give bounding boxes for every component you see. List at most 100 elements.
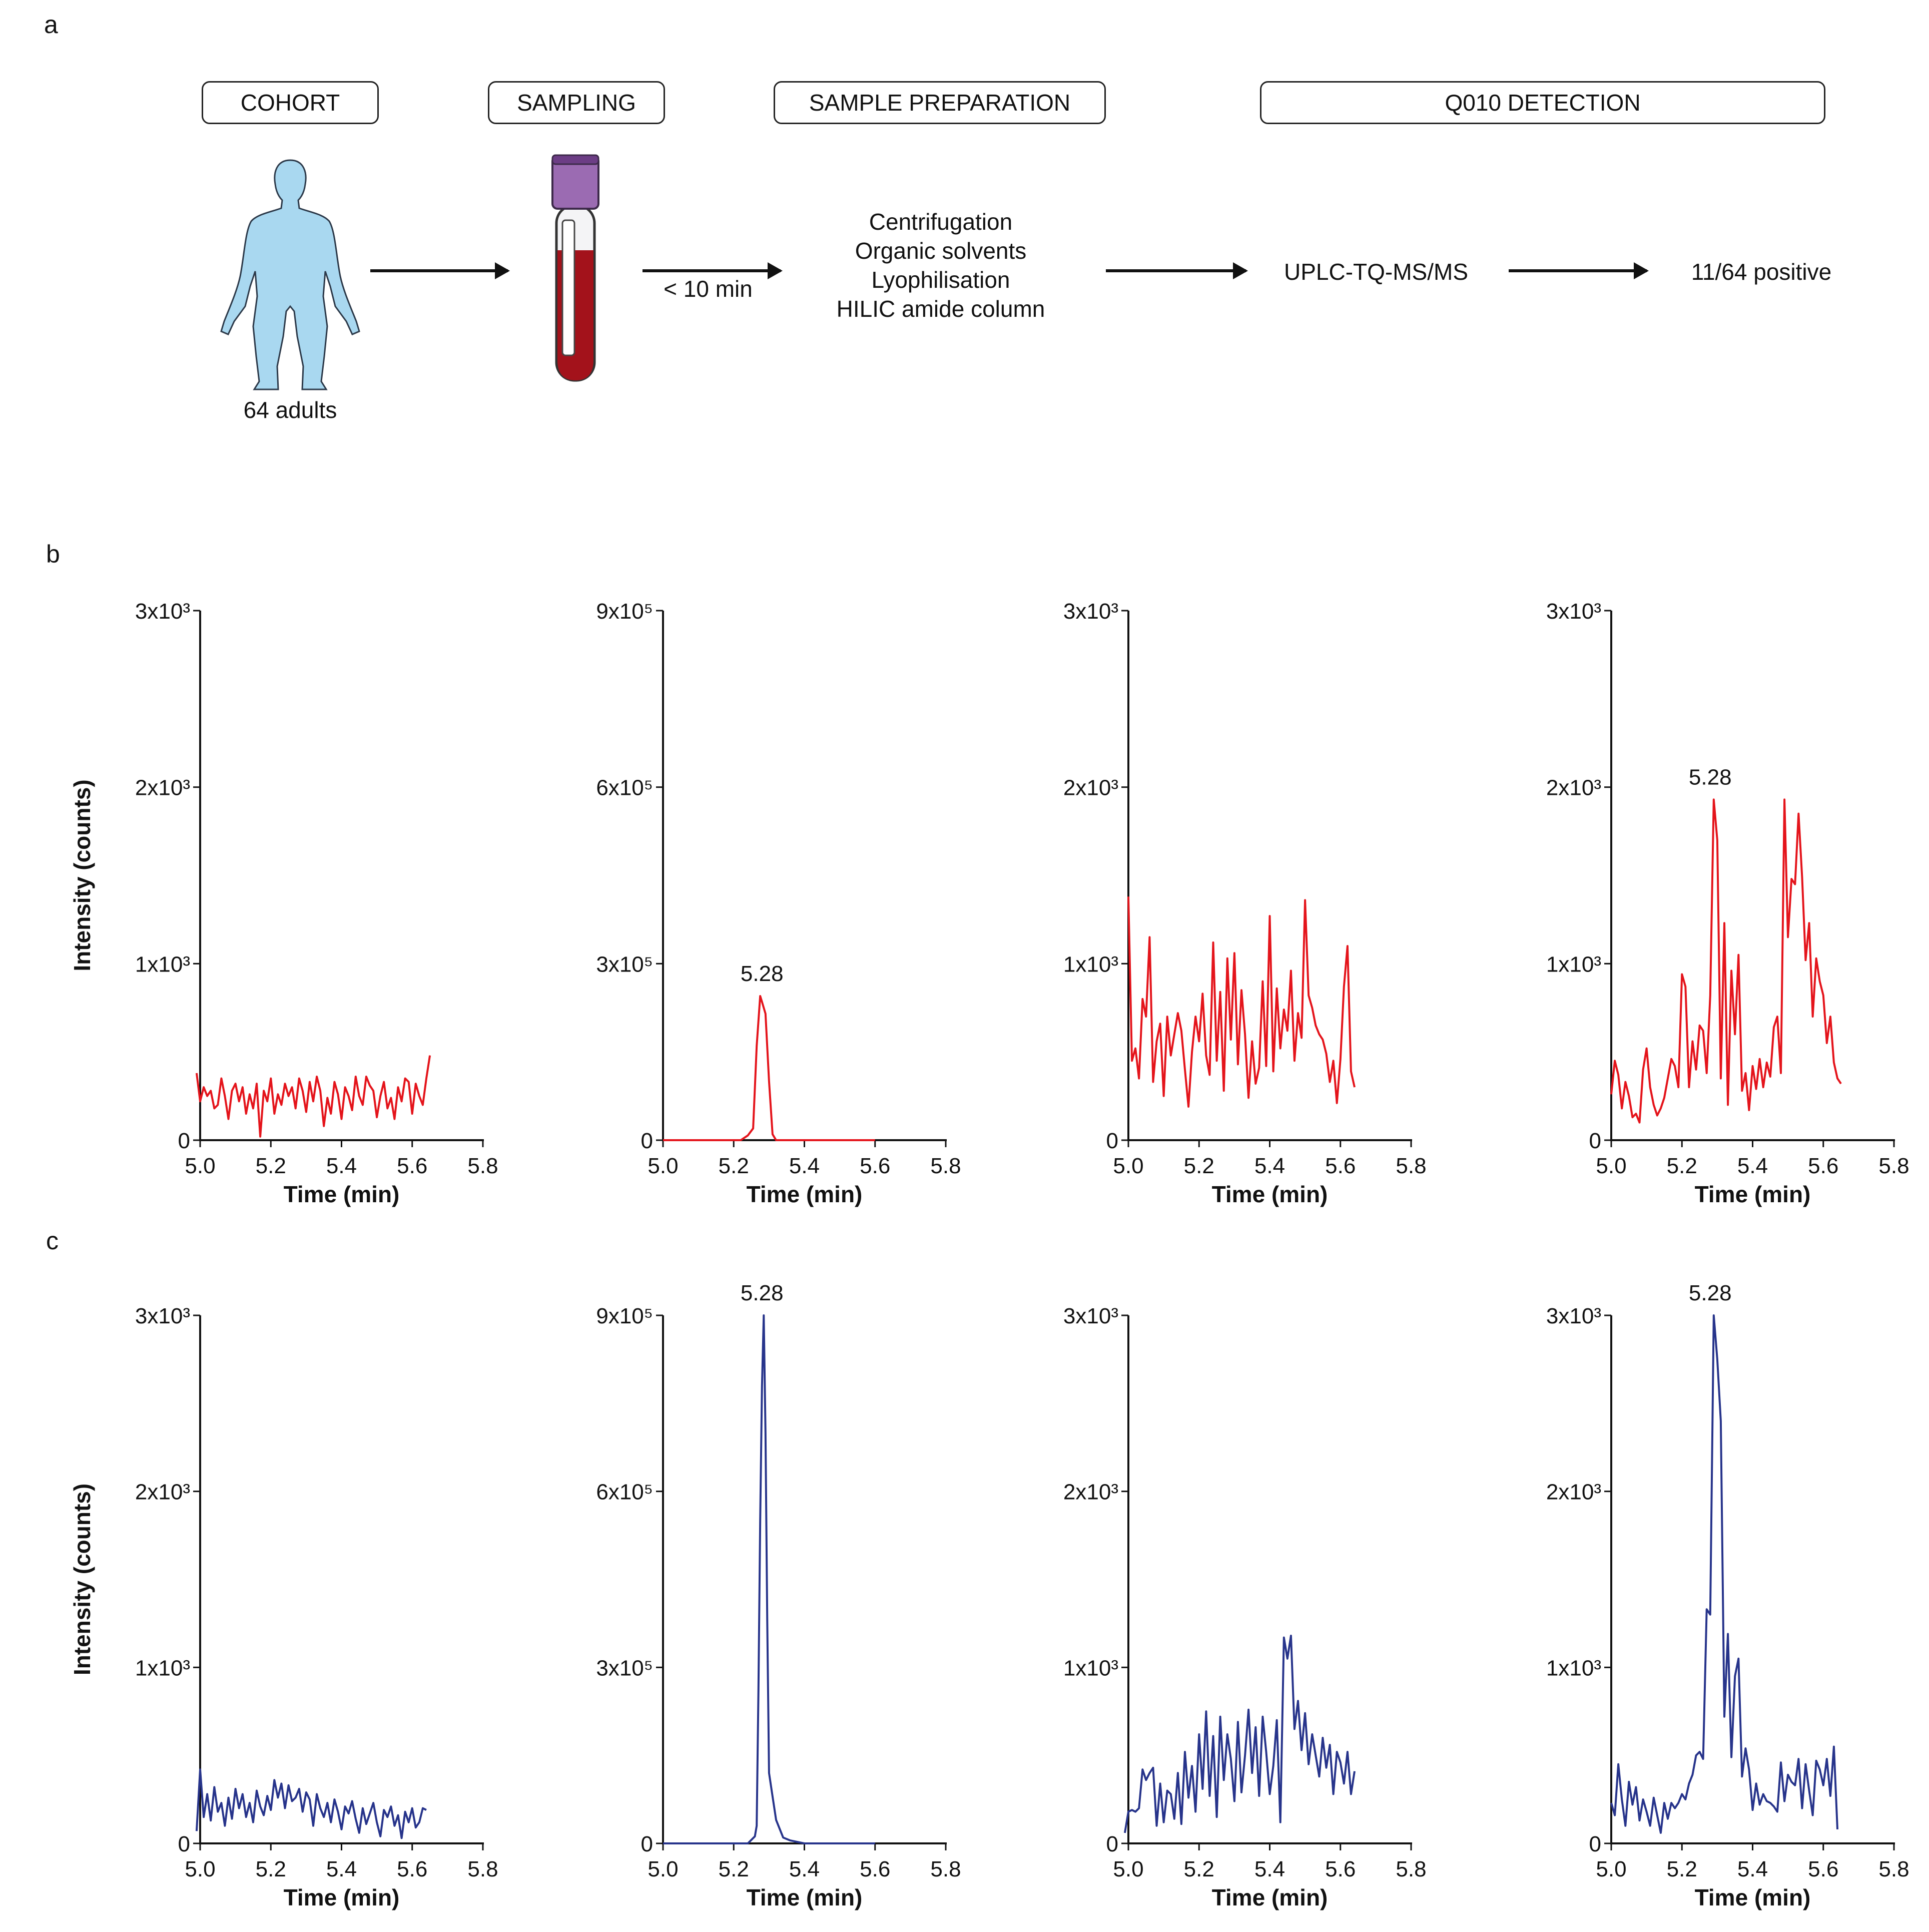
x-tick-label: 5.4 [1737,1154,1768,1178]
x-axis-title: Time (min) [1212,1181,1328,1207]
y-tick-label: 3x10³ [1546,599,1601,624]
person-silhouette [220,159,360,390]
x-tick-label: 5.4 [1254,1857,1285,1881]
peak-label: 5.28 [1689,1281,1732,1305]
y-tick-label: 1x10³ [1546,952,1601,977]
x-tick-label: 5.8 [1878,1857,1909,1881]
y-tick-label: 0 [641,1129,653,1153]
y-axis-title: Intensity (counts) [69,779,95,971]
y-tick-label: 1x10³ [135,952,190,977]
prep-step-lyophilisation: Lyophilisation [871,267,1010,293]
y-tick-label: 2x10³ [1546,1480,1601,1505]
x-tick-label: 5.0 [648,1857,678,1881]
x-tick-label: 5.8 [1396,1857,1426,1881]
x-tick-label: 5.2 [1184,1154,1214,1178]
x-tick-label: 5.8 [467,1857,498,1881]
x-axis-title: Time (min) [1212,1884,1328,1910]
y-tick-label: 1x10³ [1063,952,1118,977]
x-tick-label: 5.6 [1325,1154,1356,1178]
prep-step-organic-solvents: Organic solvents [855,238,1027,264]
x-axis-title: Time (min) [747,1181,863,1207]
sampling-time: < 10 min [664,276,753,302]
x-tick-label: 5.4 [789,1154,820,1178]
x-axis-title: Time (min) [284,1884,400,1910]
y-tick-label: 0 [1106,1129,1118,1153]
tube-label [561,219,575,356]
x-tick-label: 5.0 [185,1154,215,1178]
arrow-method-to-result [1509,262,1649,279]
x-tick-label: 5.6 [860,1857,890,1881]
chromatogram-trace [1123,1635,1356,1833]
y-axis-title: Intensity (counts) [69,1484,95,1675]
x-tick-label: 5.6 [397,1154,427,1178]
chromatogram-trace [663,1314,875,1844]
y-tick-label: 1x10³ [1063,1656,1118,1680]
y-tick-label: 3x10³ [1063,1304,1118,1328]
x-tick-label: 5.8 [930,1154,961,1178]
x-tick-label: 5.2 [1667,1154,1697,1178]
y-tick-label: 0 [1589,1832,1601,1856]
x-tick-label: 5.0 [1596,1857,1626,1881]
arrow-sampling-to-prep [642,262,783,279]
x-tick-label: 5.2 [719,1154,749,1178]
x-tick-label: 5.2 [1667,1857,1697,1881]
y-tick-label: 9x10⁵ [596,599,653,624]
chromatogram-trace [1610,1314,1838,1834]
x-tick-label: 5.4 [1254,1154,1285,1178]
y-tick-label: 1x10³ [1546,1656,1601,1680]
y-tick-label: 3x10³ [135,1304,190,1328]
x-tick-label: 5.0 [185,1857,215,1881]
x-tick-label: 5.8 [467,1154,498,1178]
x-axis-title: Time (min) [284,1181,400,1207]
x-tick-label: 5.2 [719,1857,749,1881]
y-tick-label: 0 [1106,1832,1118,1856]
panel-label-c: c [46,1227,59,1255]
x-tick-label: 5.2 [256,1857,286,1881]
blood-tube-icon [551,154,599,382]
x-tick-label: 5.2 [256,1154,286,1178]
peak-label: 5.28 [1689,765,1732,789]
y-tick-label: 2x10³ [135,1480,190,1505]
x-tick-label: 5.6 [1808,1154,1838,1178]
chromatogram-trace [663,995,875,1141]
tube-cap-top [551,154,599,165]
prep-step-centrifugation: Centrifugation [869,209,1013,235]
chromatogram-trace [195,1768,427,1839]
arrow-prep-to-method [1106,262,1248,279]
x-tick-label: 5.0 [1113,1857,1143,1881]
y-tick-label: 3x10³ [1063,599,1118,624]
cohort-box: COHORT [202,81,379,124]
x-tick-label: 5.4 [1737,1857,1768,1881]
x-tick-label: 5.6 [1325,1857,1356,1881]
y-tick-label: 3x10⁵ [596,952,653,977]
panel-label-b: b [46,540,60,568]
y-tick-label: 2x10³ [135,776,190,800]
x-tick-label: 5.0 [1596,1154,1626,1178]
x-tick-label: 5.0 [1113,1154,1143,1178]
x-tick-label: 5.6 [860,1154,890,1178]
y-tick-label: 2x10³ [1063,1480,1118,1505]
detection-box: Q010 DETECTION [1260,81,1825,124]
x-tick-label: 5.4 [326,1857,357,1881]
x-tick-label: 5.6 [397,1857,427,1881]
y-tick-label: 9x10⁵ [596,1304,653,1328]
y-tick-label: 3x10⁵ [596,1656,653,1680]
x-tick-label: 5.4 [326,1154,357,1178]
x-tick-label: 5.6 [1808,1857,1838,1881]
detection-result: 11/64 positive [1691,259,1832,285]
y-tick-label: 3x10³ [1546,1304,1601,1328]
chromatogram-trace [1610,798,1842,1124]
x-tick-label: 5.8 [1878,1154,1909,1178]
y-tick-label: 6x10⁵ [596,1480,653,1505]
x-axis-title: Time (min) [747,1884,863,1910]
sample-preparation-box: SAMPLE PREPARATION [774,81,1106,124]
y-tick-label: 1x10³ [135,1656,190,1680]
detection-method: UPLC-TQ-MS/MS [1284,259,1468,285]
y-tick-label: 2x10³ [1063,776,1118,800]
peak-label: 5.28 [741,961,784,986]
y-tick-label: 0 [641,1832,653,1856]
x-tick-label: 5.8 [1396,1154,1426,1178]
x-tick-label: 5.0 [648,1154,678,1178]
y-tick-label: 0 [1589,1129,1601,1153]
